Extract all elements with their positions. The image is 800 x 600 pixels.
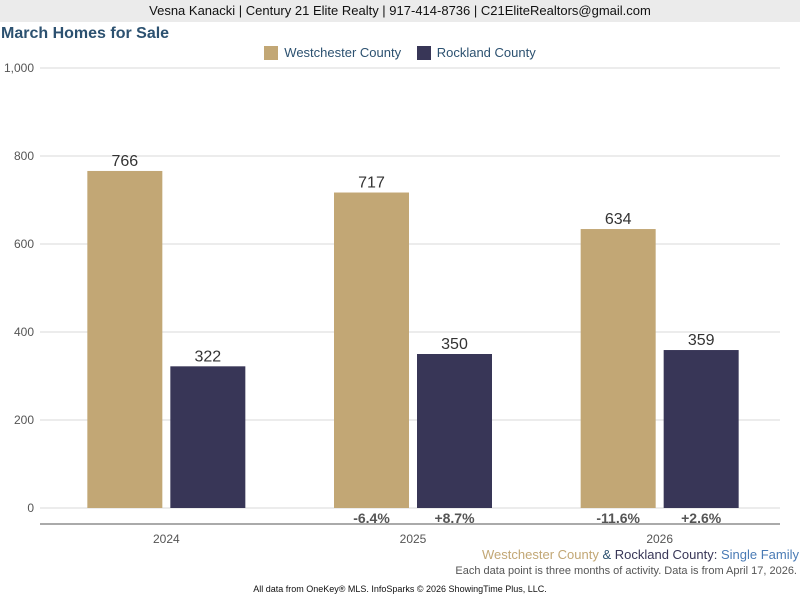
data-label-rockland-2025: 350 bbox=[441, 336, 468, 353]
data-note: Each data point is three months of activ… bbox=[455, 565, 797, 577]
legend-label-westchester: Westchester County bbox=[284, 45, 402, 60]
subtitle-ampersand: & bbox=[598, 547, 615, 562]
data-label-westchester-2026: 634 bbox=[605, 211, 632, 228]
legend-swatch-rockland bbox=[416, 45, 431, 60]
data-label-westchester-2025: 717 bbox=[358, 175, 385, 192]
bar-westchester-2025 bbox=[334, 192, 409, 508]
y-tick-label-0: 0 bbox=[27, 501, 34, 515]
data-label-rockland-2026: 359 bbox=[688, 332, 715, 349]
data-source-footer: All data from OneKey® MLS. InfoSparks © … bbox=[253, 584, 547, 594]
y-tick-label-200: 200 bbox=[14, 413, 34, 427]
chart-legend: Westchester County Rockland County bbox=[0, 45, 800, 63]
y-tick-label-800: 800 bbox=[14, 149, 34, 163]
bar-rockland-2024 bbox=[170, 366, 246, 508]
y-tick-label-400: 400 bbox=[14, 325, 34, 339]
bar-westchester-2024 bbox=[87, 170, 163, 508]
change-label-westchester-2026: -11.6% bbox=[596, 510, 640, 526]
legend-label-rockland: Rockland County bbox=[436, 45, 536, 60]
x-tick-label-2026: 2026 bbox=[646, 532, 673, 546]
change-label-rockland-2026: +2.6% bbox=[681, 510, 722, 526]
data-label-westchester-2024: 766 bbox=[111, 153, 138, 170]
contact-header: Vesna Kanacki | Century 21 Elite Realty … bbox=[0, 0, 800, 22]
legend-swatch-westchester bbox=[264, 45, 279, 60]
chart-subtitle: Westchester County & Rockland County: Si… bbox=[482, 547, 799, 562]
bar-westchester-2026 bbox=[580, 229, 656, 509]
bar-rockland-2025 bbox=[417, 354, 492, 508]
x-tick-label-2024: 2024 bbox=[153, 532, 180, 546]
y-tick-label-1000: 1,000 bbox=[4, 61, 34, 75]
bar-rockland-2026 bbox=[663, 350, 739, 508]
legend-item-westchester[interactable]: Westchester County bbox=[264, 45, 401, 60]
subtitle-colon: : bbox=[713, 547, 721, 562]
x-tick-label-2025: 2025 bbox=[400, 532, 427, 546]
change-label-rockland-2025: +8.7% bbox=[434, 510, 475, 526]
data-label-rockland-2024: 322 bbox=[194, 348, 221, 365]
legend-item-rockland[interactable]: Rockland County bbox=[416, 45, 536, 60]
subtitle-property-type: Single Family bbox=[720, 547, 799, 562]
change-label-westchester-2025: -6.4% bbox=[353, 510, 390, 526]
subtitle-rockland: Rockland County bbox=[614, 547, 714, 562]
subtitle-westchester: Westchester County bbox=[482, 547, 599, 562]
y-tick-label-600: 600 bbox=[14, 237, 34, 251]
chart-title: March Homes for Sale bbox=[1, 25, 170, 42]
